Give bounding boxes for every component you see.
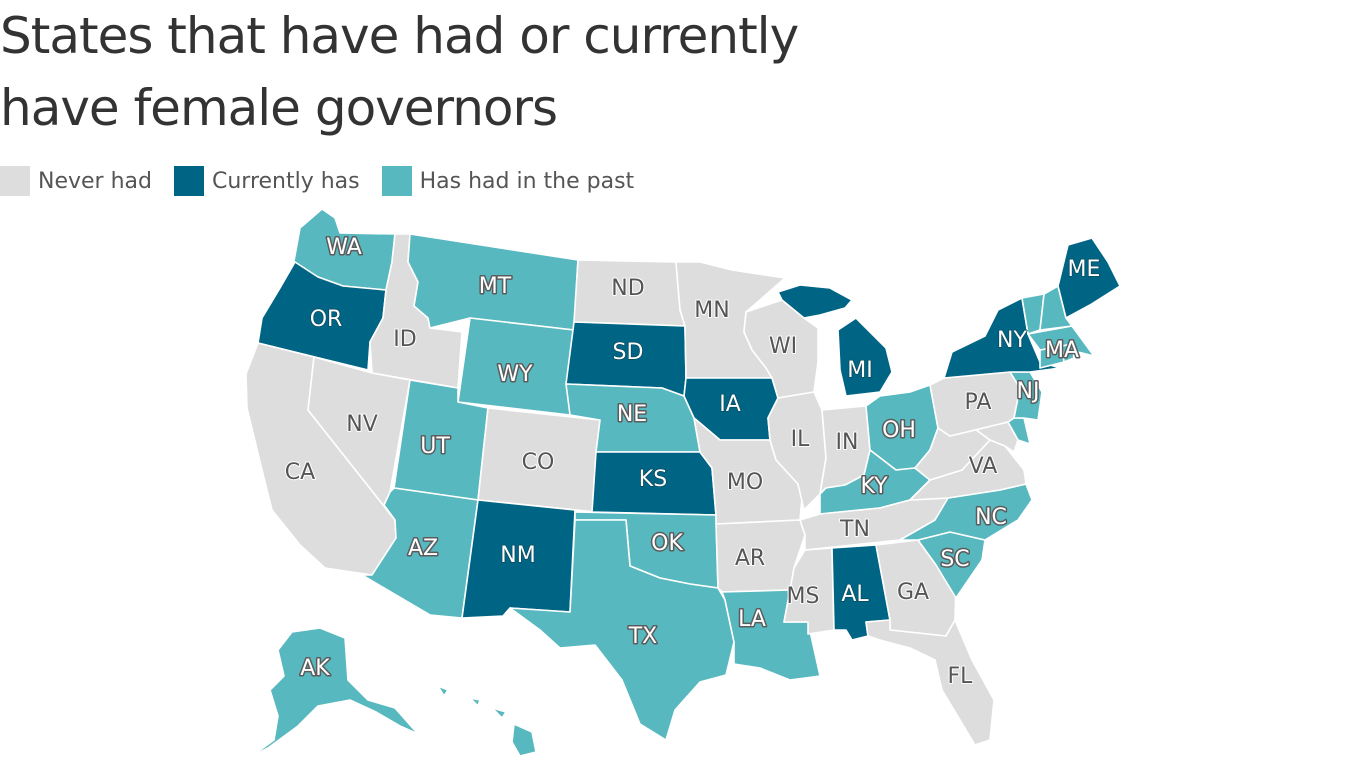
state-label-ny: NY (997, 328, 1027, 353)
legend: Never had Currently has Has had in the p… (0, 166, 656, 196)
state-label-la: LA (738, 607, 766, 632)
state-label-nc: NC (975, 505, 1007, 530)
state-label-nd: ND (611, 276, 644, 301)
state-label-ks: KS (639, 467, 667, 492)
legend-item-current: Currently has (173, 166, 360, 196)
state-label-ma: MA (1045, 338, 1079, 363)
state-label-ar: AR (735, 546, 765, 571)
title-line-2: have female governors (0, 79, 558, 137)
state-label-nv: NV (346, 412, 378, 437)
state-label-ms: MS (787, 584, 820, 609)
state-label-fl: FL (948, 664, 974, 689)
state-fl (865, 619, 995, 746)
state-label-il: IL (791, 427, 810, 452)
state-nh (1039, 285, 1073, 331)
state-label-ut: UT (420, 434, 450, 459)
state-label-ak: AK (300, 656, 330, 681)
legend-swatch-never (0, 166, 30, 196)
state-label-ca: CA (285, 460, 315, 485)
state-tx (509, 519, 735, 741)
state-label-ga: GA (897, 580, 929, 605)
state-label-sd: SD (613, 340, 644, 365)
state-label-tx: TX (628, 624, 658, 649)
state-label-ok: OK (651, 531, 683, 556)
state-label-me: ME (1068, 257, 1101, 282)
state-mo (693, 417, 803, 525)
state-label-mt: MT (479, 274, 512, 299)
legend-swatch-past (381, 166, 412, 196)
state-hi (437, 685, 537, 757)
state-label-al: AL (841, 582, 869, 607)
legend-label-never: Never had (38, 168, 152, 194)
state-label-nm: NM (500, 543, 535, 568)
state-me (1057, 237, 1121, 319)
state-label-or: OR (310, 307, 343, 332)
state-label-wy: WY (497, 362, 533, 387)
state-nj (1009, 371, 1043, 421)
legend-item-never: Never had (0, 166, 152, 196)
state-label-mn: MN (694, 298, 729, 323)
state-label-tn: TN (839, 517, 870, 542)
state-label-va: VA (969, 454, 998, 479)
state-label-wa: WA (326, 235, 362, 260)
state-label-nj: NJ (1017, 379, 1040, 404)
legend-label-current: Currently has (211, 168, 360, 194)
state-label-az: AZ (408, 536, 438, 561)
map-title: States that have had or currently have f… (0, 0, 900, 144)
state-label-wi: WI (769, 334, 797, 359)
state-label-mo: MO (727, 470, 763, 495)
state-label-co: CO (522, 450, 555, 475)
state-label-in: IN (836, 430, 859, 455)
state-mi (777, 284, 893, 397)
state-label-ia: IA (719, 392, 741, 417)
state-label-id: ID (393, 327, 416, 352)
title-line-1: States that have had or currently (0, 7, 799, 65)
legend-item-past: Has had in the past (381, 166, 635, 196)
state-label-sc: SC (940, 547, 969, 572)
legend-label-past: Has had in the past (419, 168, 635, 194)
state-ak (251, 627, 419, 757)
state-label-pa: PA (965, 390, 992, 415)
state-il (767, 391, 827, 511)
state-label-ky: KY (860, 474, 888, 499)
legend-swatch-current (173, 166, 204, 196)
state-label-oh: OH (882, 418, 916, 443)
state-label-ne: NE (617, 402, 647, 427)
state-label-mi: MI (847, 358, 872, 383)
